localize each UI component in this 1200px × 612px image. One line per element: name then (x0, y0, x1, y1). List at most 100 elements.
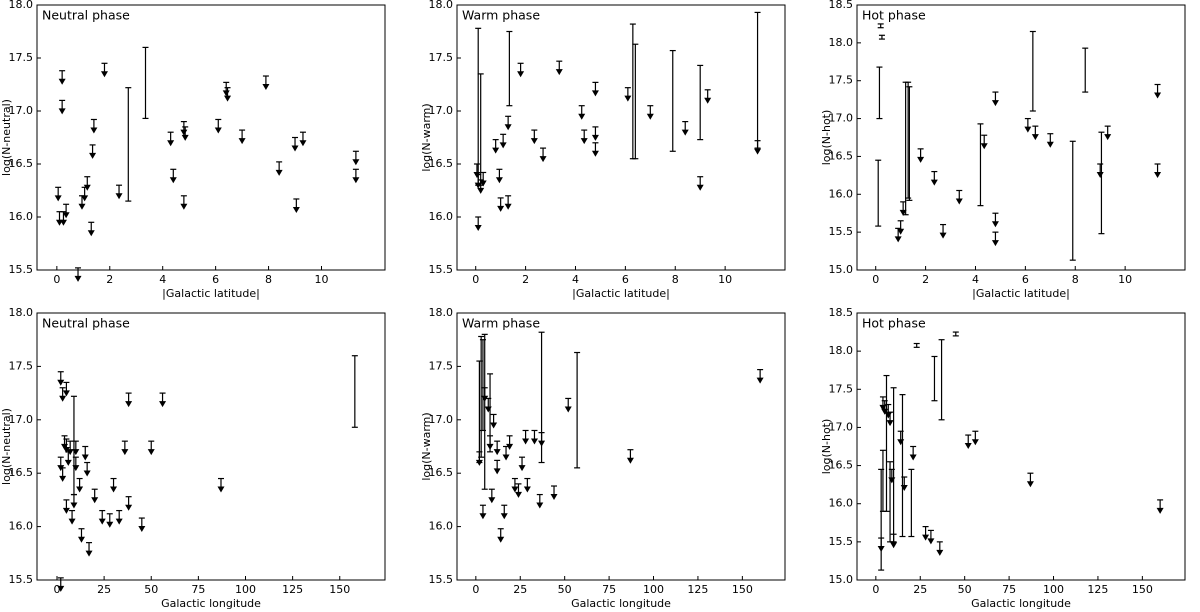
error-bar (1029, 30, 1036, 112)
x-tick-label: 10 (718, 273, 732, 286)
y-tick-label: 16.0 (829, 187, 854, 200)
upper-limit (159, 392, 167, 408)
x-tick-label: 8 (265, 273, 272, 286)
limit-arrow (1096, 172, 1104, 178)
limit-arrow (83, 184, 91, 191)
limit-arrow (497, 205, 505, 212)
limit-arrow (87, 230, 95, 237)
upper-limit (511, 477, 519, 493)
limit-arrow (578, 113, 586, 120)
y-tick-label: 17.0 (829, 112, 854, 125)
y-tick-label: 17.5 (9, 51, 34, 64)
error-bar (478, 335, 485, 458)
upper-limit (506, 435, 514, 450)
x-tick-label: 50 (558, 583, 572, 596)
limit-arrow (964, 443, 972, 450)
error-bar (538, 331, 545, 464)
limit-arrow (479, 180, 487, 187)
y-axis-label: log(N-hot) (820, 110, 833, 166)
x-tick-label: 0 (472, 273, 479, 286)
limit-arrow (262, 84, 270, 91)
error-bar (890, 387, 897, 543)
y-tick-label: 15.0 (829, 263, 854, 276)
upper-limit (62, 381, 70, 397)
x-tick-label: 150 (732, 583, 753, 596)
limit-arrow (1156, 507, 1164, 514)
limit-arrow (78, 203, 86, 210)
limit-arrow (504, 203, 512, 210)
upper-limit (490, 413, 498, 429)
upper-limit (922, 525, 930, 541)
upper-limit (106, 513, 114, 528)
upper-limit (500, 504, 508, 520)
limit-arrow (1154, 92, 1162, 99)
upper-limit (110, 477, 118, 493)
y-tick-label: 15.5 (429, 573, 454, 586)
upper-limit (704, 89, 712, 104)
upper-limit (991, 212, 999, 228)
y-axis-label: log(N-warm) (420, 412, 433, 480)
limit-arrow (971, 439, 979, 446)
limit-arrow (530, 438, 538, 445)
limit-arrow (54, 195, 62, 202)
upper-limit (539, 147, 547, 163)
y-tick-label: 16.0 (9, 520, 34, 533)
limit-arrow (955, 198, 963, 205)
limit-arrow (59, 395, 67, 402)
y-tick-label: 17.5 (9, 359, 34, 372)
limit-arrow (76, 486, 84, 493)
y-tick-label: 16.0 (9, 210, 34, 223)
upper-limit (55, 211, 63, 226)
x-tick-label: 6 (622, 273, 629, 286)
limit-arrow (477, 187, 485, 194)
limit-arrow (886, 420, 894, 427)
limit-arrow (555, 69, 563, 76)
y-tick-label: 16.0 (829, 497, 854, 510)
upper-limit (275, 161, 283, 176)
upper-limit (262, 75, 270, 91)
limit-arrow (681, 129, 689, 136)
y-tick-label: 18.5 (829, 306, 854, 319)
upper-limit (497, 528, 505, 543)
limit-arrow (939, 232, 947, 239)
upper-limit (488, 488, 496, 504)
x-axis-label: |Galactic latitude| (572, 287, 670, 300)
x-tick-label: 10 (1118, 273, 1132, 286)
limit-arrow (897, 228, 905, 235)
upper-limit (484, 397, 492, 413)
y-tick-label: 15.5 (9, 573, 34, 586)
limit-arrow (115, 518, 123, 525)
error-bar (883, 374, 890, 512)
error-bar (70, 395, 77, 496)
upper-limit (115, 509, 123, 525)
limit-arrow (180, 203, 188, 210)
limit-arrow (493, 449, 501, 456)
y-tick-label: 16.5 (9, 157, 34, 170)
upper-limit (591, 126, 599, 141)
upper-limit (125, 392, 133, 408)
upper-limit (479, 504, 487, 520)
limit-arrow (98, 518, 106, 525)
limit-arrow (991, 240, 999, 247)
upper-limit (681, 120, 689, 136)
x-tick-label: 10 (314, 273, 328, 286)
y-tick-label: 17.5 (429, 51, 454, 64)
axes-frame (856, 4, 1186, 271)
upper-limit (181, 126, 189, 141)
limit-arrow (497, 536, 505, 543)
limit-arrow (936, 549, 944, 556)
error-bar (977, 123, 984, 207)
y-tick-label: 15.5 (429, 263, 454, 276)
limit-arrow (138, 526, 146, 533)
upper-limit (971, 430, 979, 446)
upper-limit (530, 129, 538, 145)
upper-limit (85, 542, 93, 557)
upper-limit (57, 371, 65, 386)
error-bar (1098, 131, 1105, 235)
error-bar (1082, 47, 1089, 93)
upper-limit (352, 168, 360, 184)
upper-limit (536, 493, 544, 509)
upper-limit (626, 449, 634, 464)
upper-limit (927, 529, 935, 545)
upper-limit (59, 467, 67, 482)
